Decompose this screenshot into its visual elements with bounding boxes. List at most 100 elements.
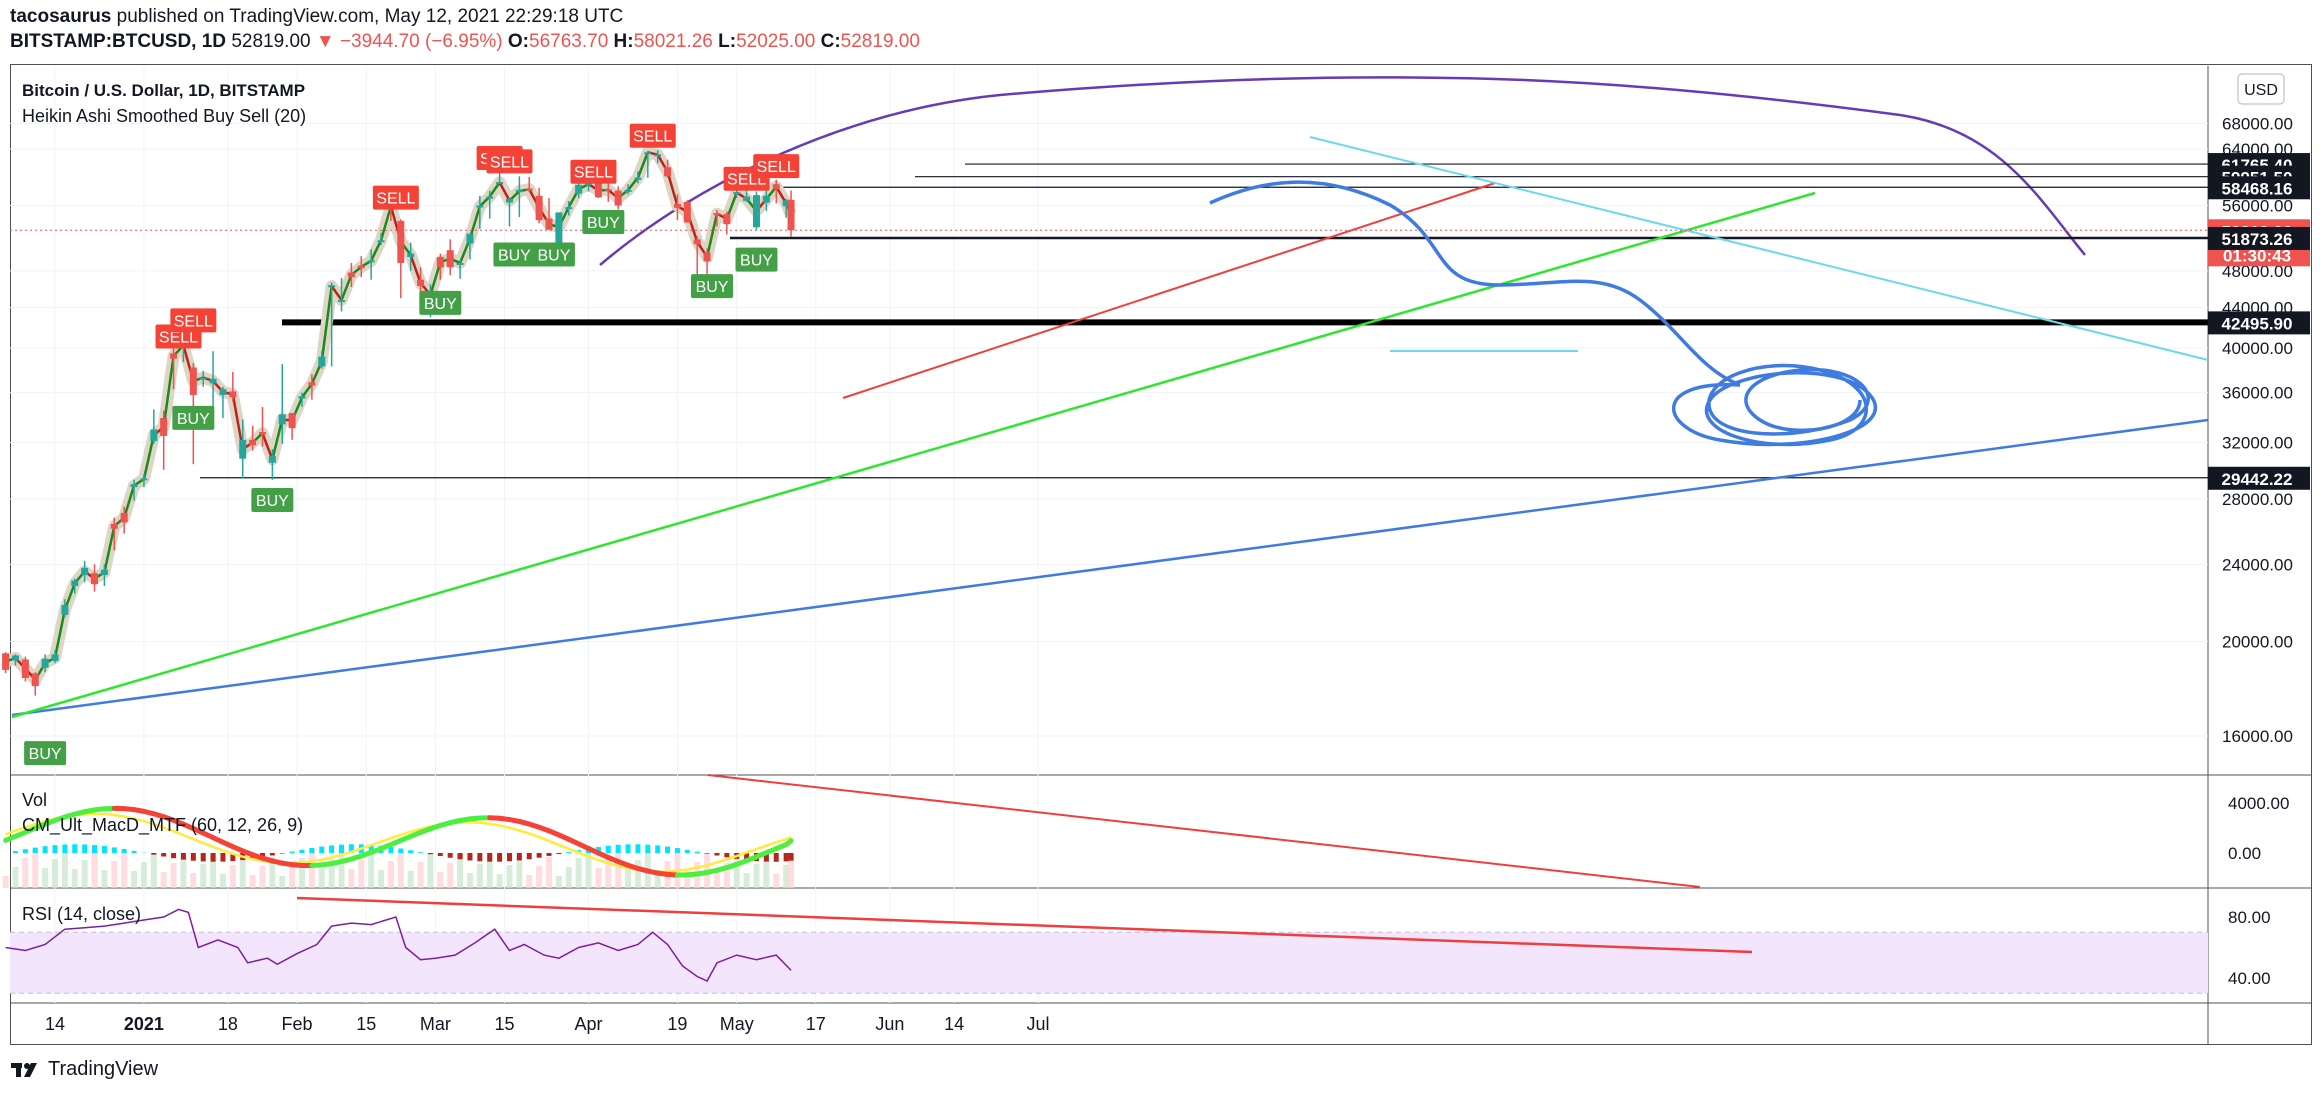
candle-body	[535, 195, 543, 221]
high-label: H:	[613, 31, 634, 52]
volume-bar	[140, 862, 147, 888]
macd-tick-label: 4000.00	[2228, 794, 2289, 813]
price-tick-label: 32000.00	[2222, 434, 2293, 453]
candle-body	[357, 265, 365, 269]
signal-label: SELL	[174, 313, 213, 330]
signal-label: SELL	[757, 159, 796, 176]
candle-body	[555, 212, 563, 243]
volume-bar	[121, 852, 128, 888]
price-tick-label: 56000.00	[2222, 197, 2293, 216]
currency-box[interactable]	[2237, 73, 2285, 105]
candle-body	[614, 190, 622, 206]
macd-histogram-bar	[171, 853, 177, 859]
heikin-ashi-line	[627, 176, 639, 191]
volume-bar	[526, 875, 533, 888]
candle-body	[397, 220, 405, 263]
heikin-ashi-line	[498, 181, 511, 202]
price-label: 51873.26	[2222, 230, 2293, 249]
price-label: 42495.90	[2222, 314, 2293, 333]
footer-brand[interactable]: TradingView	[48, 1058, 159, 1080]
macd-histogram-bar	[497, 853, 503, 862]
volume-bar	[378, 870, 385, 888]
macd-histogram-bar	[566, 852, 572, 853]
time-tick-label: Jul	[1027, 1014, 1050, 1034]
candle-body	[189, 367, 197, 395]
candle-body	[120, 512, 128, 523]
candle-body	[31, 673, 39, 687]
macd-histogram-bar	[556, 853, 562, 855]
candle-body	[51, 654, 59, 662]
candle-body	[772, 184, 780, 190]
signal-label: SELL	[633, 129, 672, 146]
time-tick-label: 14	[45, 1014, 65, 1034]
heikin-ashi-line	[666, 171, 679, 207]
volume-bar	[625, 869, 632, 888]
time-tick-label: 17	[806, 1014, 826, 1034]
volume-bar	[22, 858, 29, 888]
volume-bar	[437, 872, 444, 888]
macd-histogram-bar	[763, 853, 769, 862]
volume-bar	[358, 860, 365, 888]
heikin-ashi-line	[705, 213, 719, 258]
volume-bar	[219, 874, 226, 888]
time-tick-label: 14	[944, 1014, 964, 1034]
candle-body	[347, 272, 355, 278]
macd-histogram-bar	[635, 844, 641, 853]
signal-badge	[691, 274, 734, 299]
candle-body	[377, 240, 385, 243]
price-tick-label: 24000.00	[2222, 555, 2293, 574]
candle-body	[436, 256, 444, 268]
volume-bar	[496, 874, 503, 888]
macd-histogram-bar	[348, 844, 354, 853]
volume-bar	[417, 862, 424, 888]
signal-label: BUY	[587, 215, 620, 232]
volume-bar	[249, 875, 256, 888]
macd-histogram-bar	[694, 851, 700, 853]
candle-body	[338, 300, 346, 303]
publisher[interactable]: tacosaurus	[10, 6, 112, 27]
candle-body	[782, 200, 790, 207]
macd-histogram-bar	[101, 846, 107, 853]
heikin-ashi-line	[429, 261, 442, 296]
candle-body	[703, 252, 711, 262]
volume-bar	[61, 850, 68, 888]
candle-body	[417, 279, 425, 287]
time-tick-label: May	[720, 1014, 754, 1034]
volume-bar	[71, 869, 78, 888]
macd-histogram-bar	[82, 844, 88, 853]
volume-bar	[229, 865, 236, 888]
candle-body	[249, 439, 257, 446]
price-tick-label: 16000.00	[2222, 727, 2293, 746]
volume-bar	[42, 868, 49, 888]
volume-bar	[348, 869, 355, 888]
candle-body	[110, 523, 118, 529]
volume-bar	[516, 856, 523, 888]
volume-bar	[536, 866, 543, 888]
signal-badge	[735, 247, 778, 272]
heikin-ashi-line	[300, 383, 313, 399]
volume-bar	[259, 866, 266, 888]
macd-histogram-bar	[161, 853, 167, 857]
candle-body	[624, 189, 632, 192]
price-label-box	[2208, 226, 2310, 250]
volume-bar	[615, 850, 622, 888]
macd-histogram-bar	[427, 853, 433, 855]
candle-body	[229, 391, 237, 398]
candle-body	[11, 655, 19, 661]
candle-body	[288, 413, 296, 429]
candle-body	[585, 183, 593, 186]
signal-badge	[486, 149, 533, 174]
heikin-ashi-line	[370, 239, 383, 262]
price-label: 58468.16	[2222, 179, 2293, 198]
macd-histogram-bar	[180, 853, 186, 860]
candle-body	[81, 567, 89, 576]
high-value: 58021.26	[633, 31, 713, 52]
candle-body	[41, 658, 49, 668]
macd-histogram-bar	[625, 844, 631, 853]
macd-histogram-bar	[289, 851, 295, 853]
volume-bar	[634, 860, 641, 888]
volume-bar	[368, 851, 375, 888]
signal-label: SELL	[159, 329, 198, 346]
volume-bar	[585, 849, 592, 888]
